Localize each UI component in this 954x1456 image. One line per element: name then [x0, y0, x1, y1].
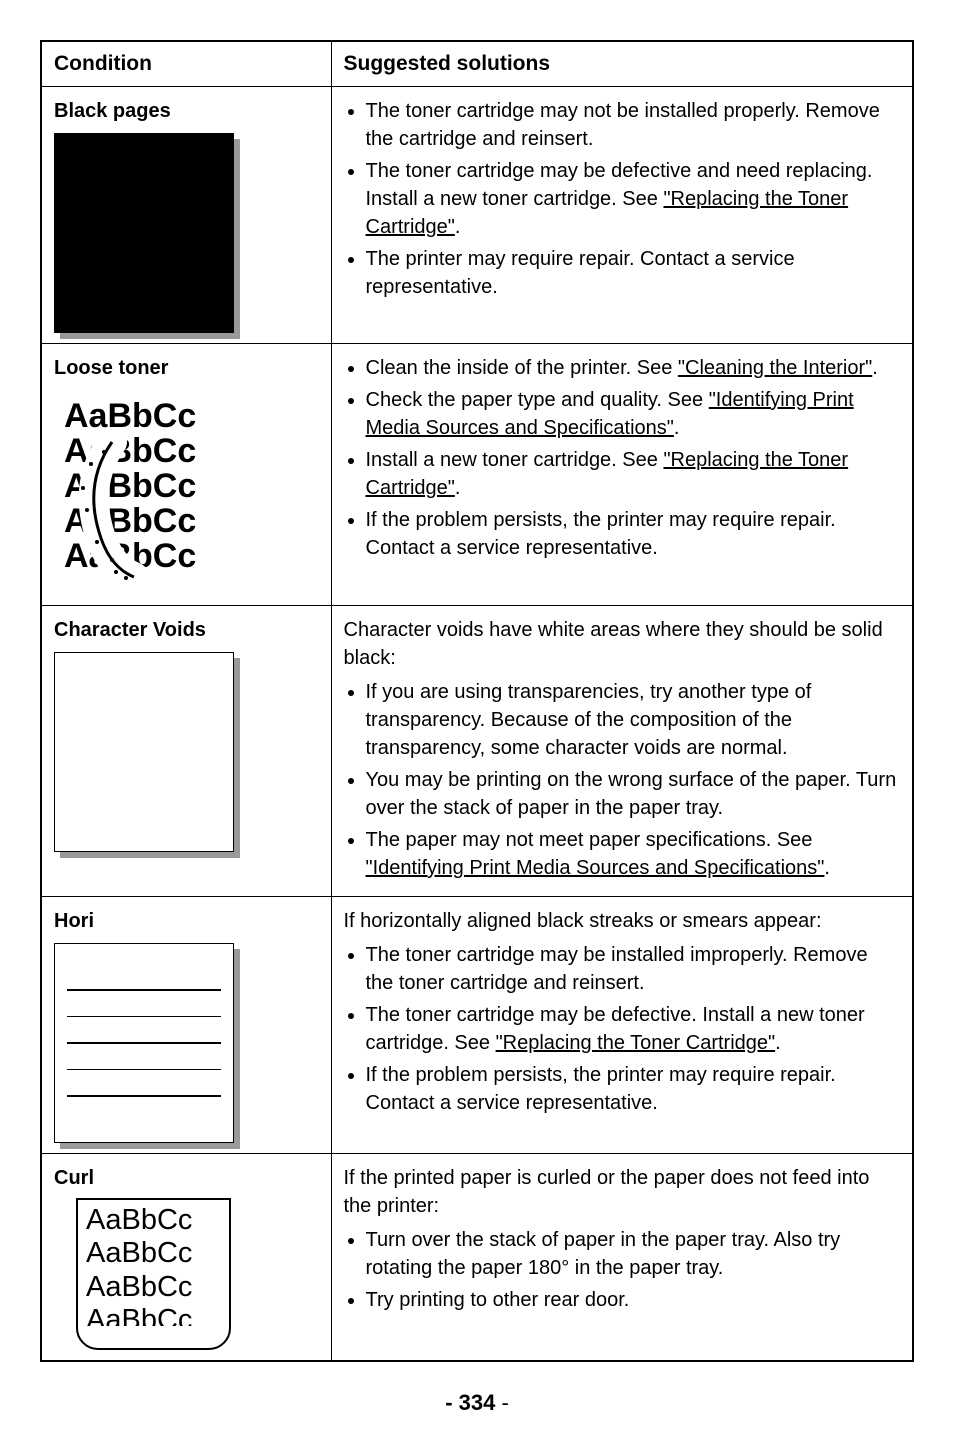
- list-item: Check the paper type and quality. See "I…: [366, 386, 901, 442]
- list-item: If the problem persists, the printer may…: [366, 1061, 901, 1117]
- solution-list: The toner cartridge may be installed imp…: [344, 941, 901, 1117]
- list-item: The toner cartridge may not be installed…: [366, 97, 901, 153]
- sample-horizontal-streaks: [54, 943, 234, 1143]
- troubleshooting-table: Condition Suggested solutions Black page…: [40, 40, 914, 1362]
- condition-label: Black pages: [54, 97, 319, 125]
- sample-black-pages: [54, 133, 234, 333]
- link-print-media-sources[interactable]: "Identifying Print Media Sources and Spe…: [366, 857, 825, 879]
- link-replacing-cartridge[interactable]: "Replacing the Toner Cartridge": [496, 1032, 776, 1054]
- list-item: The paper may not meet paper specificati…: [366, 826, 901, 882]
- svg-text:AaBbCc: AaBbCc: [64, 432, 196, 470]
- table-row: Loose toner AaBbCc AaBbCc AaBbCc AaBbCc …: [41, 344, 913, 606]
- solution-list: If you are using transparencies, try ano…: [344, 678, 901, 882]
- table-row: Curl AaBbCc AaBbCc AaBbCc AaBbCc If the …: [41, 1154, 913, 1362]
- solution-list: The toner cartridge may not be installed…: [344, 97, 901, 301]
- solution-list: Clean the inside of the printer. See "Cl…: [344, 354, 901, 562]
- page-number: - 334 -: [40, 1390, 914, 1416]
- list-item: Clean the inside of the printer. See "Cl…: [366, 354, 901, 382]
- condition-label: Hori: [54, 907, 319, 935]
- list-item: The printer may require repair. Contact …: [366, 245, 901, 301]
- solution-intro: Character voids have white areas where t…: [344, 616, 901, 672]
- list-item: Try printing to other rear door.: [366, 1286, 901, 1314]
- list-item: The toner cartridge may be defective and…: [366, 157, 901, 241]
- list-item: You may be printing on the wrong surface…: [366, 766, 901, 822]
- condition-label: Loose toner: [54, 354, 319, 382]
- condition-label: Character Voids: [54, 616, 319, 644]
- list-item: If the problem persists, the printer may…: [366, 506, 901, 562]
- list-item: The toner cartridge may be defective. In…: [366, 1001, 901, 1057]
- header-solutions: Suggested solutions: [331, 41, 913, 87]
- table-row: Hori If horizontally aligned black strea…: [41, 897, 913, 1154]
- list-item: Turn over the stack of paper in the pape…: [366, 1226, 901, 1282]
- link-cleaning-interior[interactable]: "Cleaning the Interior": [678, 357, 872, 379]
- sample-character-voids: [54, 652, 234, 852]
- condition-label: Curl: [54, 1164, 319, 1192]
- header-condition: Condition: [41, 41, 331, 87]
- solution-list: Turn over the stack of paper in the pape…: [344, 1226, 901, 1314]
- list-item: Install a new toner cartridge. See "Repl…: [366, 446, 901, 502]
- solution-intro: If the printed paper is curled or the pa…: [344, 1164, 901, 1220]
- svg-text:AaBbCc: AaBbCc: [64, 397, 196, 435]
- list-item: If you are using transparencies, try ano…: [366, 678, 901, 762]
- list-item: The toner cartridge may be installed imp…: [366, 941, 901, 997]
- table-row: Character Voids Character voids have whi…: [41, 606, 913, 897]
- table-row: Black pages The toner cartridge may not …: [41, 87, 913, 344]
- solution-intro: If horizontally aligned black streaks or…: [344, 907, 901, 935]
- sample-loose-toner: AaBbCc AaBbCc AaBbCc AaBbCc AaBbCc: [54, 392, 264, 587]
- sample-curl: AaBbCc AaBbCc AaBbCc AaBbCc: [76, 1198, 231, 1350]
